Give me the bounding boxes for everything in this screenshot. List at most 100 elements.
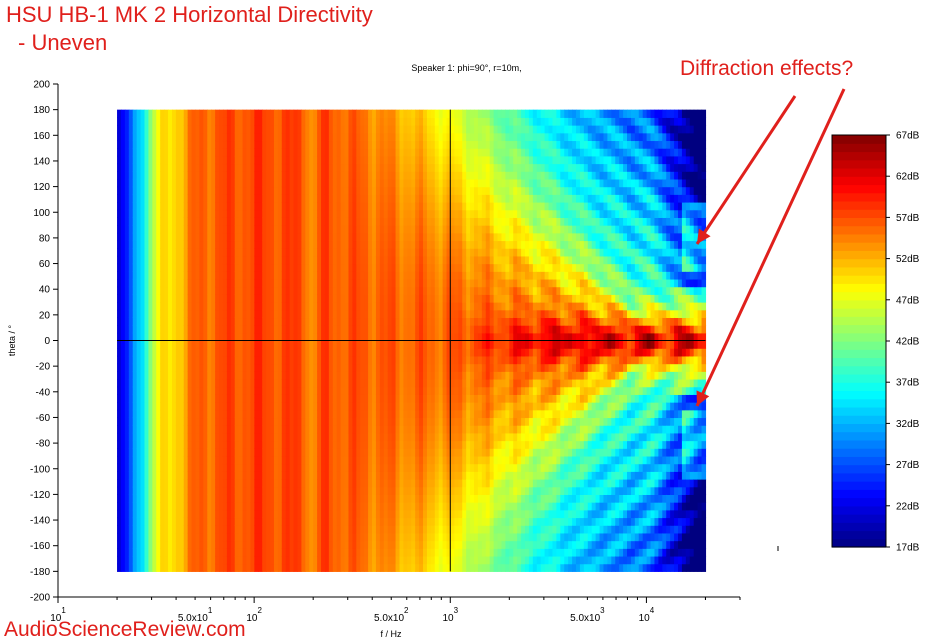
heatmap-cell [164,125,169,134]
heatmap-cell [426,240,432,249]
heatmap-cell [187,509,193,519]
heatmap-cell [270,286,275,295]
heatmap-cell [399,248,404,257]
heatmap-cell [262,448,267,457]
heatmap-cell [132,494,138,503]
heatmap-cell [423,340,428,349]
heatmap-cell [117,155,122,165]
heatmap-cell [226,502,232,511]
heatmap-cell [242,109,248,118]
heatmap-cell [407,217,412,226]
heatmap-cell [407,194,412,203]
heatmap-cell [360,402,365,411]
heatmap-cell [321,425,326,434]
heatmap-cell [195,163,201,172]
heatmap-cell [120,278,126,288]
heatmap-cell [391,479,397,488]
heatmap-cell [434,471,440,480]
heatmap-cell [187,355,193,365]
heatmap-cell [281,448,287,457]
heatmap-cell [270,163,275,172]
heatmap-cell [215,348,220,357]
heatmap-cell [434,363,440,372]
heatmap-cell [403,148,408,157]
heatmap-cell [407,494,412,503]
heatmap-cell [321,171,326,180]
heatmap-cell [132,517,138,526]
heatmap-cell [258,532,263,542]
heatmap-cell [124,109,130,118]
heatmap-cell [160,386,165,395]
heatmap-cell [128,148,134,157]
heatmap-cell [140,332,146,342]
heatmap-cell [379,425,385,434]
heatmap-cell [179,409,185,419]
heatmap-cell [438,555,444,565]
heatmap-cell [117,186,122,195]
heatmap-cell [423,217,428,226]
heatmap-cell [211,463,216,472]
heatmap-cell [203,155,208,165]
heatmap-cell [348,425,354,434]
heatmap-cell [277,440,283,449]
heatmap-cell [285,440,291,449]
heatmap-cell [140,355,146,365]
heatmap-cell [136,479,142,488]
heatmap-cell [273,155,279,165]
heatmap-cell [215,378,220,388]
heatmap-cell [340,263,346,272]
heatmap-cell [399,194,404,203]
heatmap-cell [379,201,385,211]
heatmap-cell [301,548,306,557]
heatmap-cell [360,348,365,357]
heatmap-cell [199,302,204,311]
heatmap-cell [222,163,228,172]
heatmap-cell [348,563,354,572]
heatmap-cell [415,440,420,449]
heatmap-cell [407,471,412,480]
heatmap-cell [128,540,134,549]
heatmap-cell [344,332,350,342]
heatmap-cell [152,209,157,218]
heatmap-cell [430,355,436,365]
heatmap-cell [152,240,157,249]
heatmap-cell [238,540,244,549]
heatmap-cell [313,125,318,134]
heatmap-cell [187,132,193,142]
heatmap-cell [164,440,169,449]
heatmap-cell [266,163,271,172]
heatmap-cell [419,409,424,419]
heatmap-cell [273,248,279,257]
heatmap-cell [234,332,240,342]
heatmap-cell [285,232,291,242]
heatmap-cell [438,132,444,142]
heatmap-cell [132,471,138,480]
heatmap-cell [415,209,420,218]
heatmap-cell [352,155,357,165]
heatmap-cell [171,225,177,234]
heatmap-cell [207,532,212,542]
heatmap-cell [328,448,334,457]
heatmap-cell [124,479,130,488]
heatmap-cell [297,186,303,195]
heatmap-cell [285,394,291,403]
heatmap-cell [407,140,412,149]
heatmap-cell [317,363,322,372]
heatmap-cell [164,363,169,372]
heatmap-cell [160,194,165,203]
heatmap-cell [183,563,189,572]
heatmap-cell [383,448,389,457]
heatmap-cell [175,155,181,165]
heatmap-cell [399,425,404,434]
heatmap-cell [128,555,134,565]
heatmap-cell [128,325,134,334]
heatmap-cell [340,409,346,419]
heatmap-cell [356,232,361,242]
heatmap-cell [250,532,255,542]
heatmap-cell [140,248,146,257]
heatmap-cell [168,555,173,565]
heatmap-cell [289,171,295,180]
heatmap-cell [356,425,361,434]
heatmap-cell [332,463,338,472]
heatmap-cell [144,448,150,457]
